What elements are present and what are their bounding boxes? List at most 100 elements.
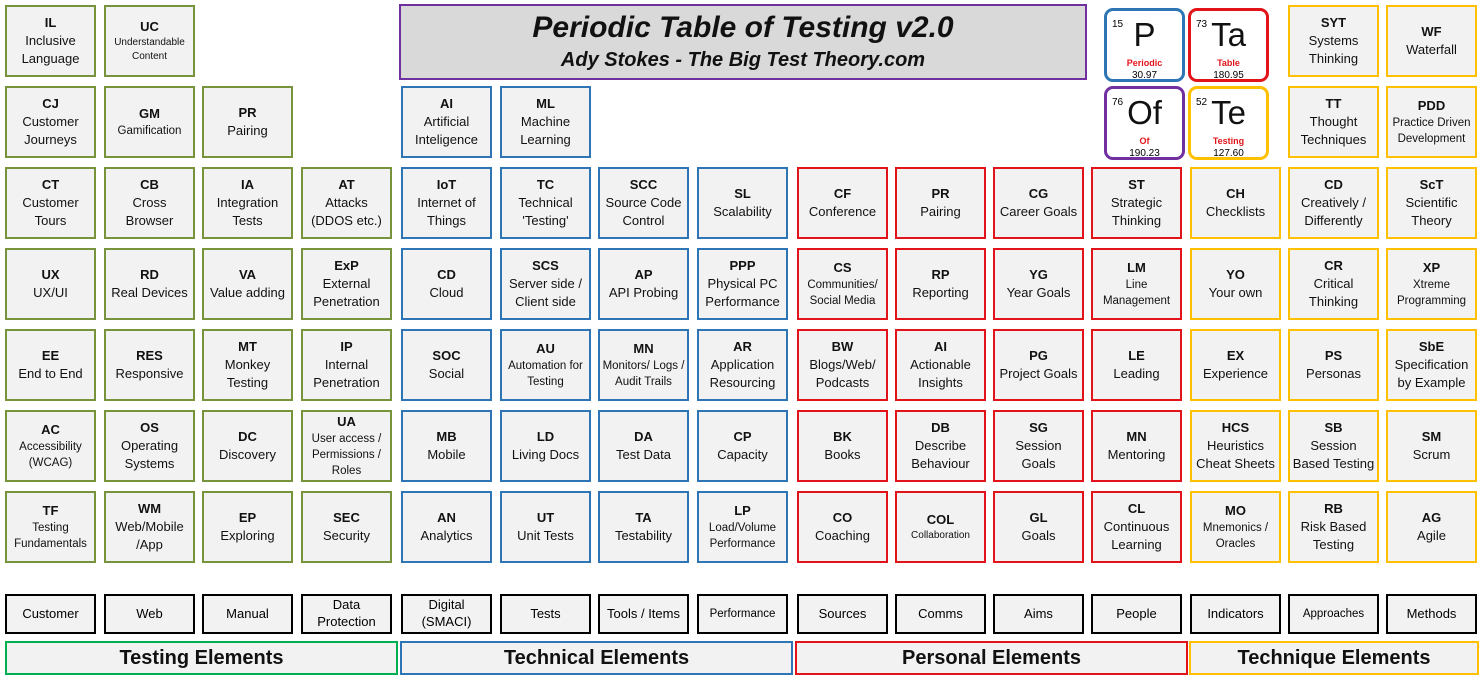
element-cs: CS Communities/ Social Media xyxy=(797,248,888,320)
tile-name: Table xyxy=(1217,58,1240,68)
element-xp: XP Xtreme Programming xyxy=(1386,248,1477,320)
element-sg: SG Session Goals xyxy=(993,410,1084,482)
element-cd-creatively: CD Creatively / Differently xyxy=(1288,167,1379,239)
element-sbe: SbE Specification by Example xyxy=(1386,329,1477,401)
tile-name: Testing xyxy=(1212,136,1245,146)
tile-number: 15 xyxy=(1112,19,1124,30)
element-iot: IoT Internet of Things xyxy=(401,167,492,239)
element-ex: EX Experience xyxy=(1190,329,1281,401)
element-mt: MT Monkey Testing xyxy=(202,329,293,401)
tile-symbol: Te xyxy=(1211,94,1246,131)
category-performance: Performance xyxy=(697,594,788,634)
category-comms: Comms xyxy=(895,594,986,634)
element-ac: AC Accessibility (WCAG) xyxy=(5,410,96,482)
element-va: VA Value adding xyxy=(202,248,293,320)
element-ppp: PPP Physical PC Performance xyxy=(697,248,788,320)
element-rp: RP Reporting xyxy=(895,248,986,320)
element-pr-pairing: PR Pairing xyxy=(202,86,293,158)
element-ml: ML Machine Learning xyxy=(500,86,591,158)
title-banner: Periodic Table of Testing v2.0 Ady Stoke… xyxy=(399,4,1087,80)
category-tests: Tests xyxy=(500,594,591,634)
element-cr: CR Critical Thinking xyxy=(1288,248,1379,320)
element-wm: WM Web/Mobile /App xyxy=(104,491,195,563)
periodic-tile-ta: 73 Ta Table 180.95 xyxy=(1188,8,1269,82)
element-lm: LM Line Management xyxy=(1091,248,1182,320)
element-db: DB Describe Behaviour xyxy=(895,410,986,482)
tile-number: 73 xyxy=(1196,19,1208,30)
element-hcs: HCS Heuristics Cheat Sheets xyxy=(1190,410,1281,482)
element-cd-cloud: CD Cloud xyxy=(401,248,492,320)
tile-weight: 190.23 xyxy=(1129,148,1160,159)
element-lp: LP Load/Volume Performance xyxy=(697,491,788,563)
element-cj: CJ Customer Journeys xyxy=(5,86,96,158)
element-col: COL Collaboration xyxy=(895,491,986,563)
tile-number: 76 xyxy=(1112,97,1124,108)
element-scs: SCS Server side / Client side xyxy=(500,248,591,320)
element-sm: SM Scrum xyxy=(1386,410,1477,482)
category-digital: Digital (SMACI) xyxy=(401,594,492,634)
page-title: Periodic Table of Testing v2.0 xyxy=(532,11,954,44)
element-exp: ExP External Penetration xyxy=(301,248,392,320)
element-ta: TA Testability xyxy=(598,491,689,563)
category-sources: Sources xyxy=(797,594,888,634)
element-yo: YO Your own xyxy=(1190,248,1281,320)
element-ia: IA Integration Tests xyxy=(202,167,293,239)
tile-name: Periodic xyxy=(1126,58,1163,68)
tile-number: 52 xyxy=(1196,97,1208,108)
element-ar: AR Application Resourcing xyxy=(697,329,788,401)
element-tf: TF Testing Fundamentals xyxy=(5,491,96,563)
category-customer: Customer xyxy=(5,594,96,634)
category-tools: Tools / Items xyxy=(598,594,689,634)
element-ip: IP Internal Penetration xyxy=(301,329,392,401)
tile-weight: 180.95 xyxy=(1213,70,1244,81)
element-ai-artificial: AI Artificial Inteligence xyxy=(401,86,492,158)
tile-symbol: Ta xyxy=(1211,16,1246,53)
periodic-tile-of: 76 Of Of 190.23 xyxy=(1104,86,1185,160)
element-cf: CF Conference xyxy=(797,167,888,239)
element-ut: UT Unit Tests xyxy=(500,491,591,563)
element-il: IL Inclusive Language xyxy=(5,5,96,77)
element-rd: RD Real Devices xyxy=(104,248,195,320)
tile-weight: 30.97 xyxy=(1131,70,1158,81)
element-tt: TT Thought Techniques xyxy=(1288,86,1379,158)
element-st: ST Strategic Thinking xyxy=(1091,167,1182,239)
element-wf: WF Waterfall xyxy=(1386,5,1477,77)
element-ps: PS Personas xyxy=(1288,329,1379,401)
element-co: CO Coaching xyxy=(797,491,888,563)
element-ld: LD Living Docs xyxy=(500,410,591,482)
element-pg: PG Project Goals xyxy=(993,329,1084,401)
element-uc: UC Understandable Content xyxy=(104,5,195,77)
tile-weight: 127.60 xyxy=(1213,148,1244,159)
element-mb: MB Mobile xyxy=(401,410,492,482)
element-bw: BW Blogs/Web/ Podcasts xyxy=(797,329,888,401)
element-ct: CT Customer Tours xyxy=(5,167,96,239)
section-testing-elements: Testing Elements xyxy=(5,641,398,675)
element-pr-personal: PR Pairing xyxy=(895,167,986,239)
category-people: People xyxy=(1091,594,1182,634)
element-gl: GL Goals xyxy=(993,491,1084,563)
category-manual: Manual xyxy=(202,594,293,634)
element-cg: CG Career Goals xyxy=(993,167,1084,239)
category-web: Web xyxy=(104,594,195,634)
element-yg: YG Year Goals xyxy=(993,248,1084,320)
element-bk: BK Books xyxy=(797,410,888,482)
element-tc: TC Technical 'Testing' xyxy=(500,167,591,239)
element-ep: EP Exploring xyxy=(202,491,293,563)
element-sl: SL Scalability xyxy=(697,167,788,239)
element-sec: SEC Security xyxy=(301,491,392,563)
element-ua: UA User access / Permissions / Roles xyxy=(301,410,392,482)
element-sct: ScT Scientific Theory xyxy=(1386,167,1477,239)
page-subtitle: Ady Stokes - The Big Test Theory.com xyxy=(560,49,926,71)
element-at: AT Attacks (DDOS etc.) xyxy=(301,167,392,239)
periodic-tile-te: 52 Te Testing 127.60 xyxy=(1188,86,1269,160)
category-indicators: Indicators xyxy=(1190,594,1281,634)
element-pdd: PDD Practice Driven Development xyxy=(1386,86,1477,158)
category-aims: Aims xyxy=(993,594,1084,634)
element-ap: AP API Probing xyxy=(598,248,689,320)
element-mn-mentoring: MN Mentoring xyxy=(1091,410,1182,482)
periodic-tile-p: 15 P Periodic 30.97 xyxy=(1104,8,1185,82)
tile-symbol: P xyxy=(1133,16,1156,53)
category-methods: Methods xyxy=(1386,594,1477,634)
element-mn-monitors: MN Monitors/ Logs / Audit Trails xyxy=(598,329,689,401)
category-approaches: Approaches xyxy=(1288,594,1379,634)
